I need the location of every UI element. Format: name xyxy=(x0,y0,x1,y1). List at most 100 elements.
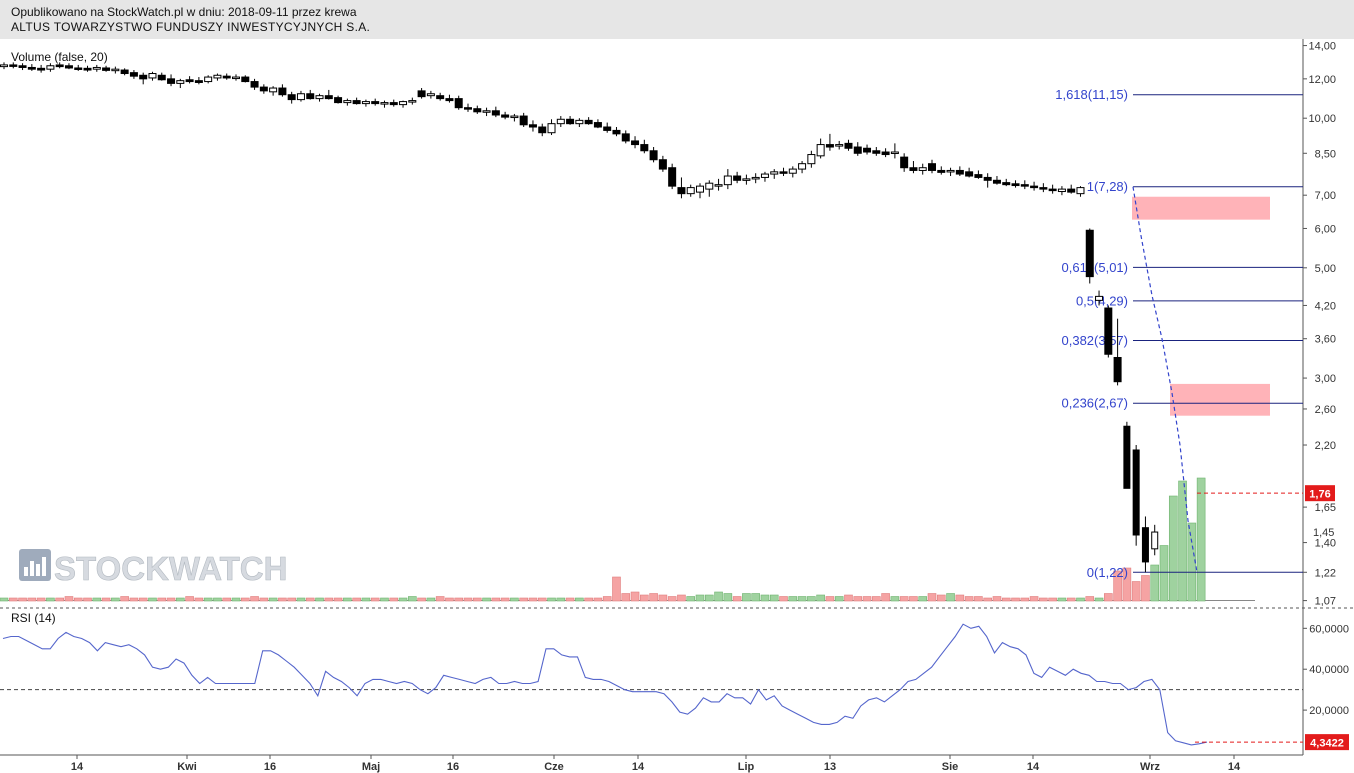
volume-bar xyxy=(343,597,352,602)
volume-bar xyxy=(324,597,334,602)
volume-bar xyxy=(714,591,723,602)
fib-label: 1,618(11,15) xyxy=(1055,87,1128,102)
candle-body xyxy=(788,168,797,174)
price-tick-label: 10,00 xyxy=(1308,113,1336,125)
header-bar: Opublikowano na StockWatch.pl w dniu: 20… xyxy=(0,0,1354,39)
volume-bar xyxy=(500,597,510,602)
volume-bar xyxy=(1057,597,1067,602)
candle-body xyxy=(250,81,259,88)
volume-bar xyxy=(556,597,566,602)
volume-bar xyxy=(1011,597,1020,602)
fib-label: 0,5(4,29) xyxy=(1076,293,1128,308)
candle-body xyxy=(1151,531,1159,550)
volume-bar xyxy=(565,597,575,602)
candle-body xyxy=(1123,425,1131,489)
candle-body xyxy=(278,87,287,96)
volume-bar xyxy=(1094,597,1104,602)
candle-body xyxy=(222,75,231,79)
candle-body xyxy=(825,144,834,148)
volume-bar xyxy=(667,596,677,602)
volume-bar xyxy=(797,596,807,602)
candle-body xyxy=(74,67,83,70)
candle-body xyxy=(631,140,640,146)
candle-body xyxy=(204,76,213,83)
candle-body xyxy=(46,65,55,70)
volume-bar xyxy=(612,576,621,602)
stock-chart[interactable]: 1,618(11,15) 1(7,28) 0,618(5,01) 0,5(4,29) 0… xyxy=(0,39,1354,773)
candle-body xyxy=(835,144,844,147)
volume-bar xyxy=(445,597,454,602)
candle-body xyxy=(315,95,324,100)
volume-bar xyxy=(704,594,714,602)
volume-bar xyxy=(315,597,324,602)
volume-bar xyxy=(732,596,742,602)
rsi-tick-label: 60,0000 xyxy=(1309,623,1349,635)
last-price-badge xyxy=(1305,485,1335,502)
volume-bar xyxy=(1039,597,1048,602)
candle-body xyxy=(918,167,927,171)
candle-body xyxy=(269,87,278,93)
candle-body xyxy=(296,93,305,101)
candle-body xyxy=(668,167,677,187)
volume-bar xyxy=(807,596,816,602)
candle-body xyxy=(464,107,472,110)
candle-body xyxy=(547,123,556,134)
volume-bar xyxy=(788,596,798,602)
candle-body xyxy=(584,119,593,125)
volume-bar xyxy=(695,594,705,602)
candle-body xyxy=(334,97,343,104)
candle-body xyxy=(352,100,361,105)
volume-bar xyxy=(222,597,232,602)
candle-body xyxy=(491,110,500,116)
volume-bar xyxy=(157,597,167,602)
candle-body xyxy=(928,163,936,171)
candle-body xyxy=(510,115,519,119)
candle-body xyxy=(454,98,463,109)
watermark-logo: STOCKWATCH xyxy=(19,549,288,587)
price-tick-label: 12,00 xyxy=(1308,74,1336,86)
time-tick-label: Maj xyxy=(362,761,380,773)
price-tick-label: 4,20 xyxy=(1315,300,1336,312)
volume-bar xyxy=(519,597,528,602)
candle-body xyxy=(148,73,157,79)
candle-body xyxy=(593,122,602,128)
candle-body xyxy=(102,67,111,71)
candle-body xyxy=(139,74,148,80)
candle-body xyxy=(426,93,435,97)
volume-bar xyxy=(435,596,445,602)
candle-body xyxy=(436,95,445,100)
volume-bar xyxy=(547,597,556,602)
candle-body xyxy=(9,64,18,67)
candle-body xyxy=(770,171,779,175)
candle-body xyxy=(556,118,565,125)
candle-body xyxy=(733,175,742,181)
candle-body xyxy=(946,169,955,173)
time-tick-label: Kwi xyxy=(177,761,197,773)
candle-body xyxy=(482,110,491,113)
candle-body xyxy=(603,126,612,131)
volume-bar xyxy=(955,594,965,602)
volume-bar xyxy=(510,597,519,602)
candle-body xyxy=(965,171,974,177)
fib-label: 0(1,22) xyxy=(1087,565,1128,580)
trend-line xyxy=(1132,186,1303,573)
time-tick-label: 14 xyxy=(632,761,645,773)
candle-body xyxy=(417,90,426,98)
volume-bar xyxy=(83,597,92,602)
volume-bar xyxy=(0,597,9,602)
fib-label: 1(7,28) xyxy=(1087,179,1128,194)
volume-bar xyxy=(92,597,102,602)
price-tick-label: 7,00 xyxy=(1315,190,1336,202)
time-tick-label: Lip xyxy=(738,761,755,773)
candle-body xyxy=(259,86,268,92)
volume-bar xyxy=(278,597,287,602)
candle-body xyxy=(760,173,769,178)
volume-bar xyxy=(890,596,900,602)
zone-rect xyxy=(1170,383,1270,416)
volume-bar xyxy=(723,593,733,602)
price-tick-label: 1,22 xyxy=(1315,567,1336,579)
candle-body xyxy=(1057,188,1066,193)
candle-body xyxy=(992,179,1001,184)
time-tick-label: Sie xyxy=(942,761,959,773)
volume-bar xyxy=(927,593,937,602)
